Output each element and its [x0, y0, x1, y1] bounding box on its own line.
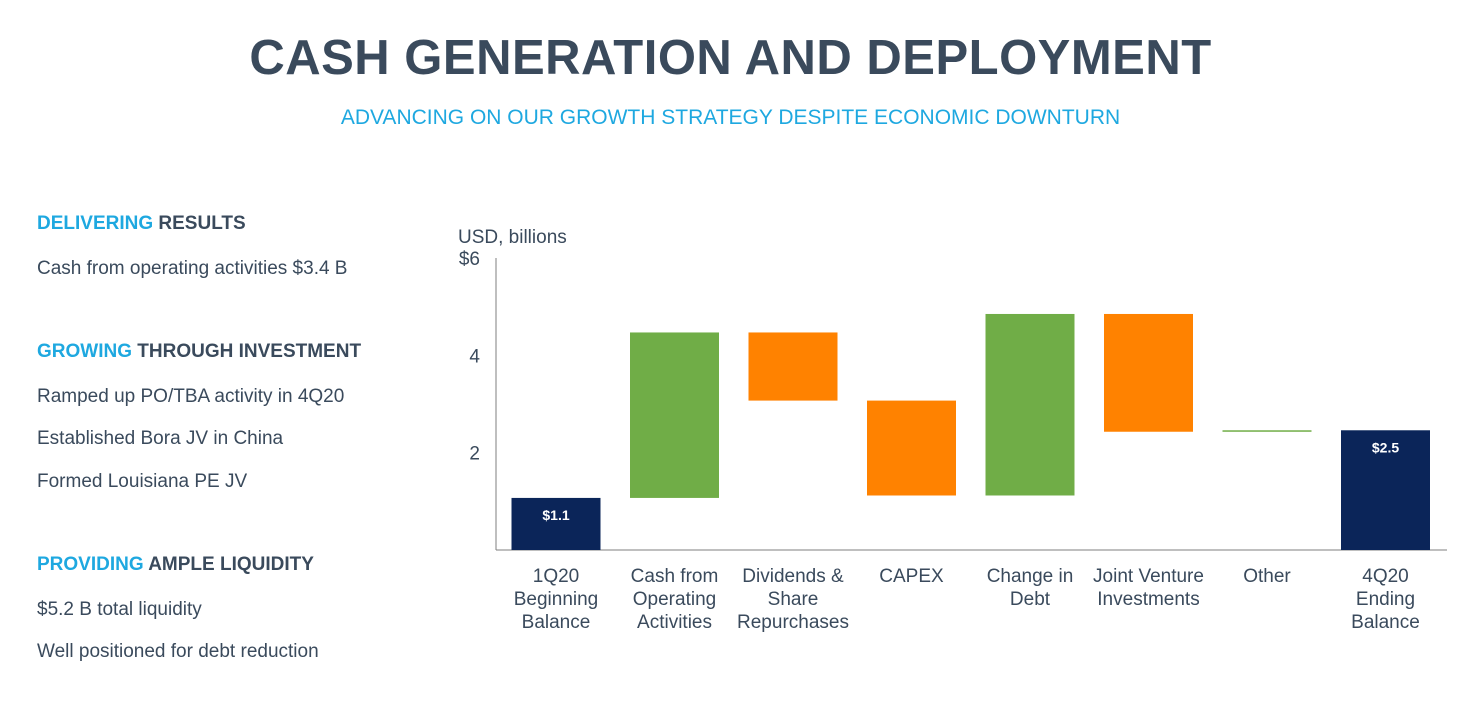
list-item: Cash from operating activities $3.4 B — [37, 258, 348, 279]
section-heading-rest: AMPLE LIQUIDITY — [143, 554, 314, 575]
data-label: $2.5 — [1372, 439, 1399, 455]
page-title: CASH GENERATION AND DEPLOYMENT — [249, 31, 1212, 85]
x-tick-label: Other — [1243, 566, 1291, 587]
list-item: Well positioned for debt reduction — [37, 641, 319, 662]
x-tick-label: 1Q20 Beginning Balance — [514, 566, 599, 633]
x-tick-label: Cash from Operating Activities — [631, 566, 719, 633]
page-subtitle: ADVANCING ON OUR GROWTH STRATEGY DESPITE… — [340, 106, 1121, 129]
x-tick-label: CAPEX — [879, 566, 944, 587]
x-tick-label: Joint Venture Investments — [1093, 566, 1204, 610]
y-tick-label: 4 — [469, 346, 480, 367]
waterfall-bar — [748, 332, 838, 401]
waterfall-bar — [985, 313, 1075, 496]
section-heading-highlight: GROWING — [37, 341, 132, 362]
list-item: Formed Louisiana PE JV — [37, 471, 248, 492]
data-label: $1.1 — [542, 507, 569, 523]
list-item: $5.2 B total liquidity — [37, 599, 202, 620]
x-tick-label: Dividends & Share Repurchases — [737, 566, 849, 633]
waterfall-bar — [630, 332, 719, 498]
waterfall-bar — [1341, 430, 1430, 550]
x-tick-label: 4Q20 Ending Balance — [1351, 566, 1420, 633]
section-heading-results: DELIVERING RESULTS — [37, 213, 246, 235]
section-heading-highlight: PROVIDING — [37, 554, 144, 575]
section-heading-highlight: DELIVERING — [37, 213, 154, 234]
section-heading-investment: GROWING THROUGH INVESTMENT — [37, 341, 361, 363]
x-tick-label: Change in Debt — [987, 566, 1074, 610]
section-heading-rest: RESULTS — [153, 213, 246, 234]
y-tick-label: 2 — [469, 444, 480, 465]
section-heading-rest: THROUGH INVESTMENT — [132, 341, 362, 362]
waterfall-bar — [1222, 430, 1312, 432]
list-item: Established Bora JV in China — [37, 428, 284, 449]
section-heading-liquidity: PROVIDING AMPLE LIQUIDITY — [37, 554, 314, 576]
y-axis-unit-label: USD, billions — [458, 227, 567, 248]
waterfall-bar — [867, 400, 956, 496]
waterfall-bar — [1104, 313, 1193, 432]
waterfall-bar — [511, 497, 601, 550]
list-item: Ramped up PO/TBA activity in 4Q20 — [37, 386, 345, 407]
y-tick-label: $6 — [459, 249, 480, 270]
